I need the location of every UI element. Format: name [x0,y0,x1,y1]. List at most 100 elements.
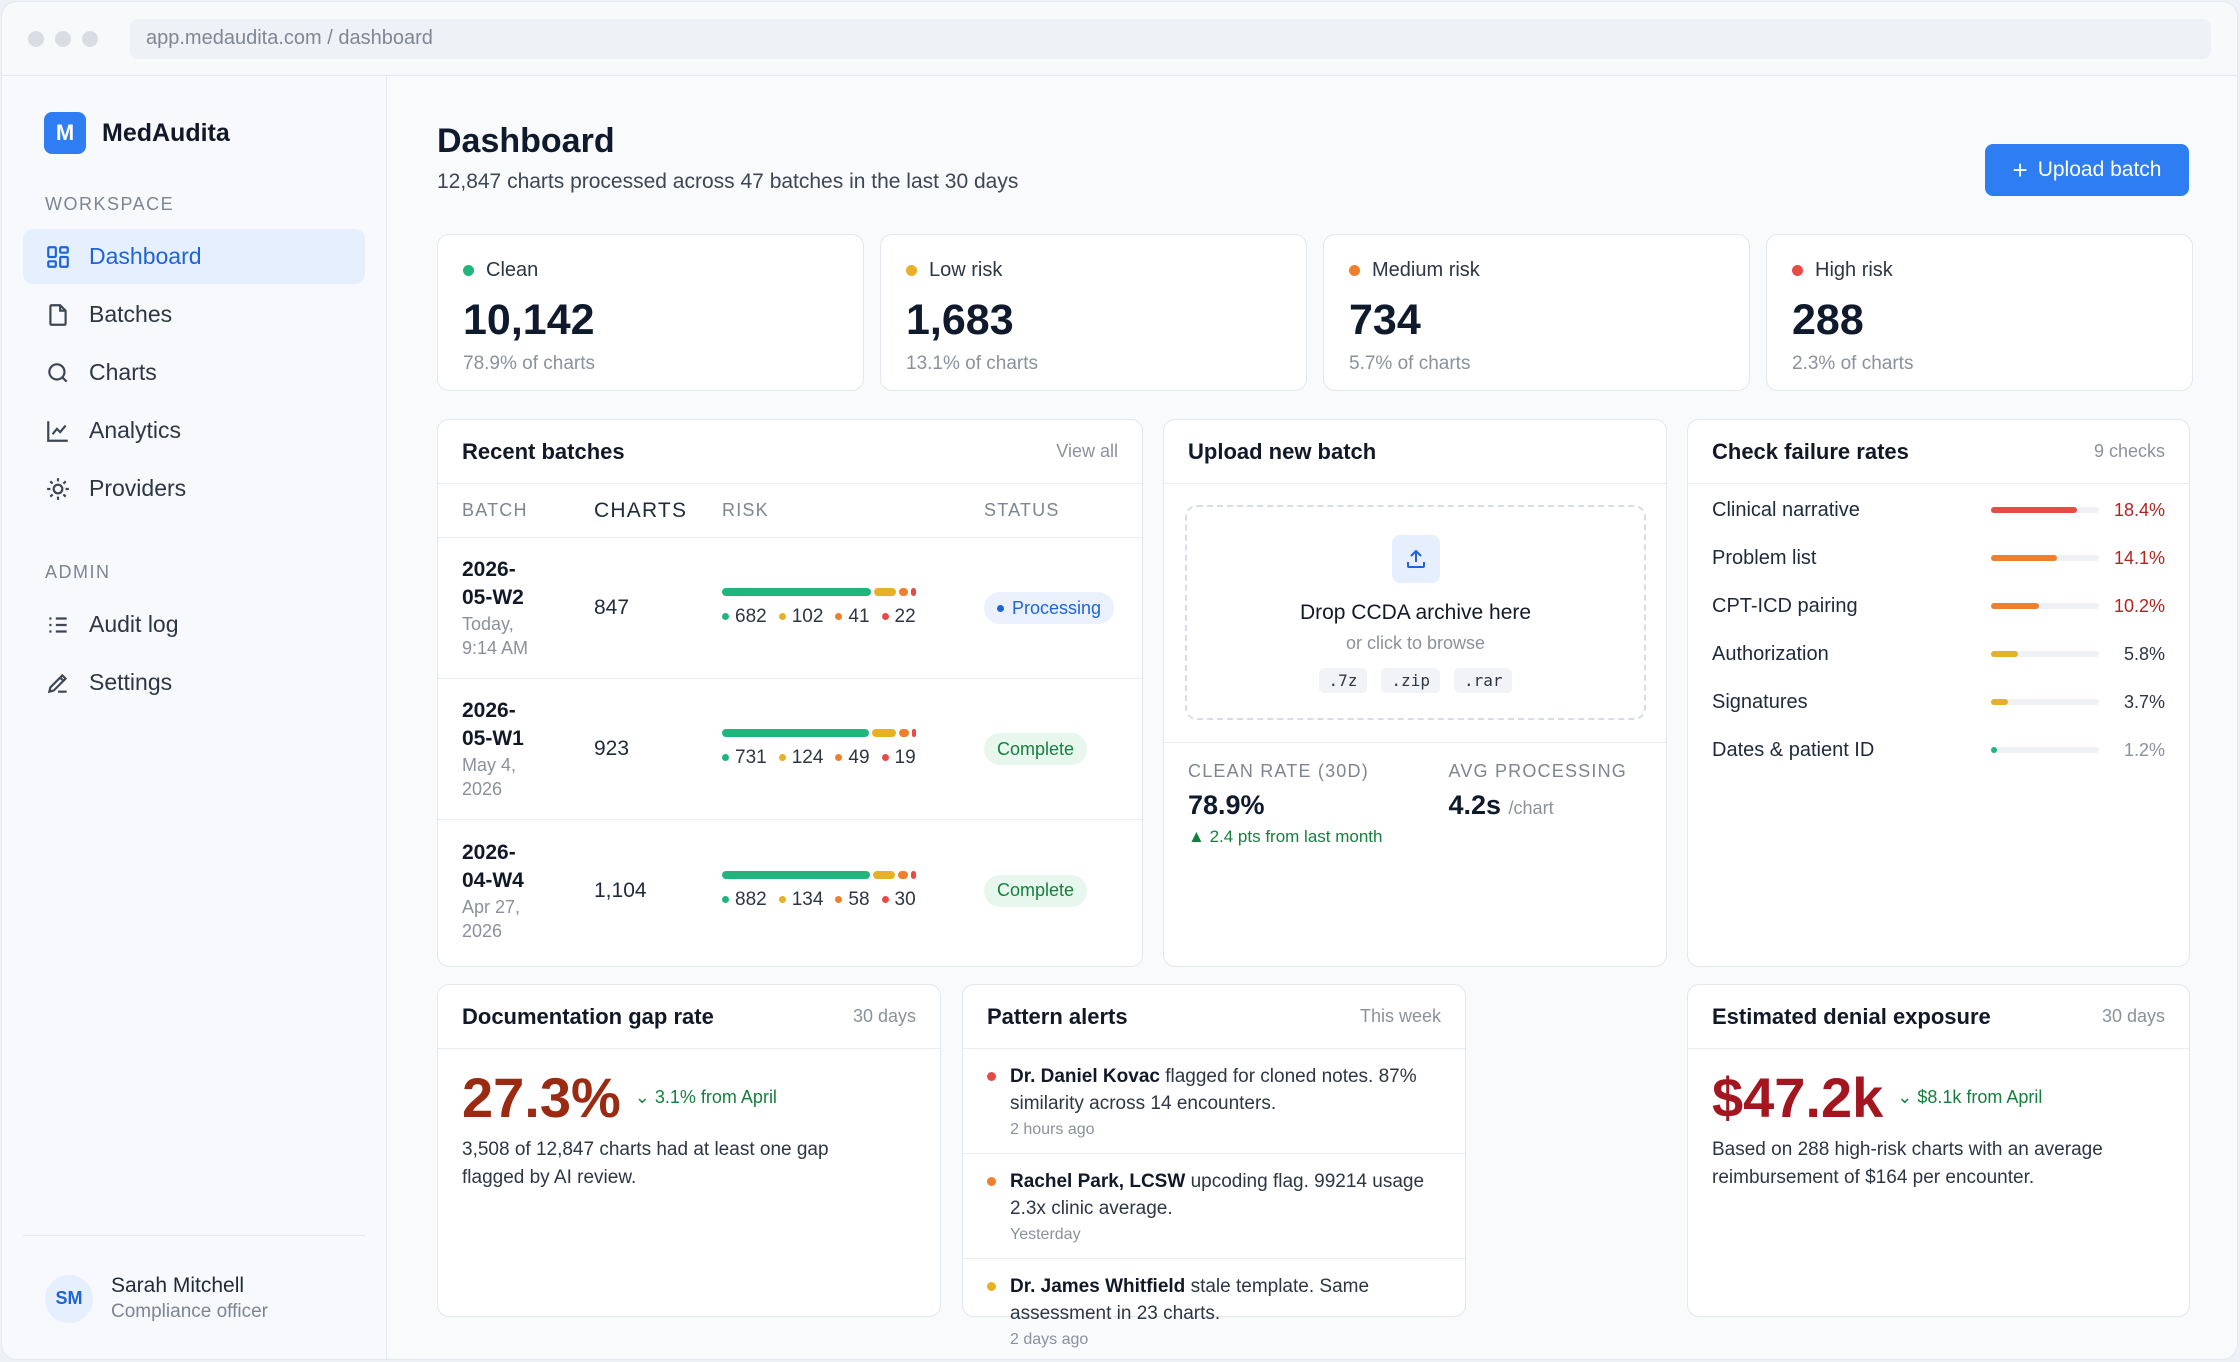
high-count: 22 [894,606,916,627]
sidebar-item-providers[interactable]: Providers [23,461,365,516]
card-meta: This week [1359,1006,1441,1026]
card-title: Check failure rates [1712,438,1909,464]
upload-card: Upload new batch Drop CCDA archive here … [1163,419,1667,967]
pattern-alerts-card: Pattern alerts This week Dr. Daniel Kova… [962,984,1466,1348]
check-bar-fill [1991,555,2058,561]
upload-batch-label: Upload batch [2037,158,2162,181]
check-name: Dates & patient ID [1712,738,1875,761]
status-badge: Processing [984,592,1115,624]
alert-time: 2 hours ago [1010,1121,1095,1138]
sidebar-item-audit-log[interactable]: Audit log [23,597,365,652]
minimize-dot[interactable] [55,30,71,47]
sidebar-item-analytics[interactable]: Analytics [23,403,365,458]
alert-provider: Dr. Daniel Kovac [1010,1066,1160,1087]
alert-item[interactable]: Dr. James Whitfield stale template. Same… [963,1259,1465,1359]
stat-value: 734 [1349,296,1421,344]
check-bar-track [1991,699,2099,705]
alert-text: Dr. James Whitfield stale template. Same… [1010,1273,1441,1327]
legend-clean: 882 [722,889,767,911]
table-row[interactable]: 2026- 04-W4 Apr 27, 2026 1,104 882 134 58 … [438,820,1142,961]
maximize-dot[interactable] [82,30,98,47]
stat-value: 1,683 [906,296,1014,344]
risk-breakdown: 731 124 49 19 [722,729,984,769]
metric-delta-text: 2.4 pts from last month [1209,827,1383,846]
sidebar-item-settings[interactable]: Settings [23,655,365,710]
up-arrow-icon: ▲ [1188,827,1210,846]
check-bar-fill [1991,603,2039,609]
metric-value: 4.2s /chart [1448,790,1627,821]
batch-date-part: Apr 27, [462,896,521,917]
risk-segment-high [912,729,916,737]
column-header[interactable]: CHARTS [594,498,688,522]
batch-date-part: 2026 [462,779,503,799]
metric-label: AVG PROCESSING [1448,761,1627,781]
high-count: 19 [894,747,916,768]
severity-dot [987,1282,996,1291]
stat-percent: 78.9% of charts [463,353,596,374]
brand[interactable]: M MedAudita [23,112,365,154]
avg-processing-metric: AVG PROCESSING 4.2s /chart [1448,761,1627,847]
column-header[interactable]: RISK [722,500,769,520]
sun-icon [47,477,69,500]
admin-section-label: ADMIN [45,562,111,582]
sidebar-item-batches[interactable]: Batches [23,287,365,342]
denial-delta: ⌄ $8.1k from April [1897,1087,2042,1108]
high-count: 30 [894,888,916,910]
risk-segment-medium [898,870,908,879]
batch-id-part: 2026- [462,558,516,581]
stat-card-medium-risk[interactable]: Medium risk 734 5.7% of charts [1323,234,1750,391]
page-title: Dashboard [437,122,615,160]
sidebar-item-charts[interactable]: Charts [23,345,365,400]
upload-batch-button[interactable]: + Upload batch [1985,144,2189,196]
check-row[interactable]: Signatures 3.7% [1688,678,2189,726]
low-count: 134 [791,888,824,910]
stat-card-low-risk[interactable]: Low risk 1,683 13.1% of charts [880,234,1307,391]
extension-tag: .zip [1381,668,1440,693]
check-row[interactable]: CPT-ICD pairing 10.2% [1688,582,2189,630]
alert-text: Dr. Daniel Kovac flagged for cloned note… [1010,1063,1441,1117]
metric-number: 4.2s [1448,790,1502,820]
check-row[interactable]: Clinical narrative 18.4% [1688,486,2189,534]
check-failures-card: Check failure rates 9 checks Clinical na… [1687,419,2190,967]
card-title: Upload new batch [1188,438,1377,464]
upload-metrics: CLEAN RATE (30D) 78.9% ▲ 2.4 pts from la… [1164,742,1666,865]
medium-count: 58 [848,888,870,910]
check-name: Authorization [1712,642,1829,665]
check-value: 14.1% [2113,547,2165,568]
stat-card-high-risk[interactable]: High risk 288 2.3% of charts [1766,234,2193,391]
table-row[interactable]: 2026- 05-W2 Today, 9:14 AM 847 682 102 41 … [438,538,1142,679]
batch-id-part: 05-W1 [462,727,524,750]
main-content: Dashboard 12,847 charts processed across… [387,76,2237,1359]
drop-zone[interactable]: Drop CCDA archive here or click to brows… [1185,505,1646,720]
denial-description: Based on 288 high-risk charts with an av… [1712,1139,2103,1188]
view-all-link[interactable]: View all [1056,441,1118,461]
user-role: Compliance officer [111,1301,269,1322]
sidebar: M MedAudita WORKSPACE Dashboard Batches … [2,76,387,1359]
risk-breakdown: 682 102 41 22 [722,588,984,628]
column-header[interactable]: STATUS [984,500,1060,520]
user-profile[interactable]: SM Sarah Mitchell Compliance officer [23,1235,365,1359]
batch-id-part: 2026- [462,699,516,722]
column-header[interactable]: BATCH [462,500,528,520]
browse-link[interactable]: or click to browse [1345,633,1486,653]
check-row[interactable]: Dates & patient ID 1.2% [1688,726,2189,774]
stat-label: Low risk [929,259,1003,281]
alert-item[interactable]: Dr. Daniel Kovac flagged for cloned note… [963,1049,1465,1154]
close-dot[interactable] [28,30,44,47]
stat-card-clean[interactable]: Clean 10,142 78.9% of charts [437,234,864,391]
check-row[interactable]: Authorization 5.8% [1688,630,2189,678]
sidebar-item-label: Batches [89,301,173,327]
denial-delta-text: $8.1k from April [1917,1087,2043,1107]
check-row[interactable]: Problem list 14.1% [1688,534,2189,582]
clean-rate-metric: CLEAN RATE (30D) 78.9% ▲ 2.4 pts from la… [1188,761,1382,847]
file-icon [49,303,67,326]
url-bar[interactable]: app.medaudita.com / dashboard [130,18,2211,59]
batch-date: Today, 9:14 AM [462,612,594,660]
sidebar-item-label: Settings [89,669,173,695]
check-bar-fill [1991,651,2019,657]
card-meta: 9 checks [2093,441,2165,461]
alert-item[interactable]: Rachel Park, LCSW upcoding flag. 99214 u… [963,1154,1465,1259]
sidebar-item-dashboard[interactable]: Dashboard [23,229,365,284]
chevron-down-icon: ⌄ [634,1087,655,1107]
table-row[interactable]: 2026- 05-W1 May 4, 2026 923 731 124 49 19 [438,679,1142,820]
